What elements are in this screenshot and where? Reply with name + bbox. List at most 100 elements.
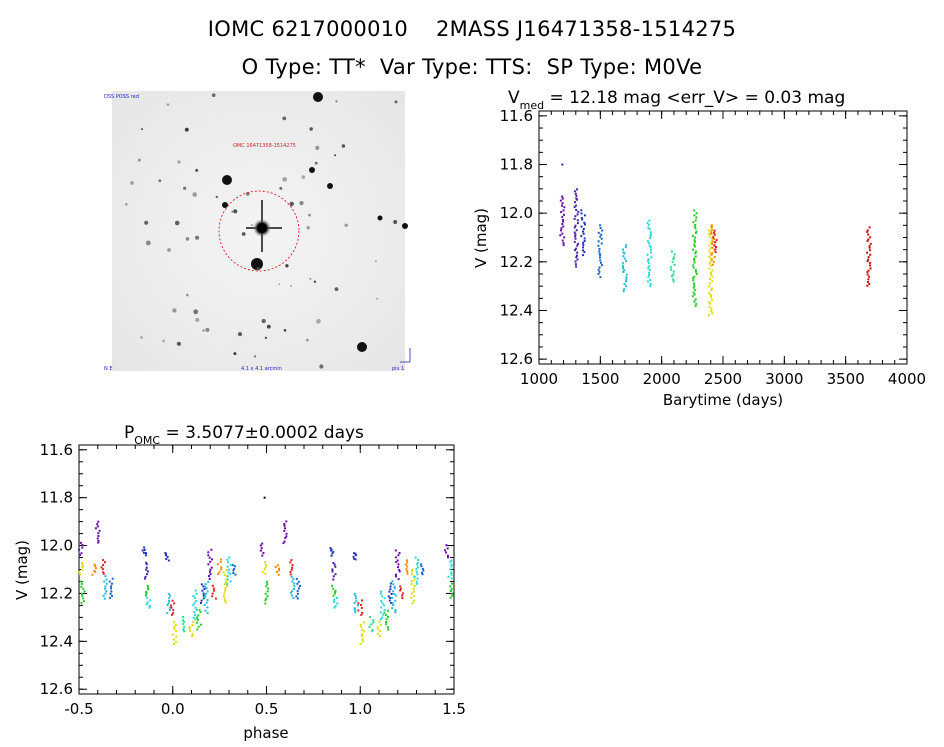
phaseplot-point-group [282,520,288,545]
phaseplot-point [197,618,199,621]
lightcurve-point [563,213,565,216]
lightcurve-point [600,237,603,240]
phaseplot-point [385,618,388,621]
lightcurve-point [561,239,564,242]
lightcurve-point [694,227,697,230]
background-star [166,103,170,106]
object-identifier-title: IOMC 6217000010 2MASS J16471358-1514275 [207,17,737,41]
phaseplot-point [289,591,292,594]
lightcurve-ytick-label: 12.6 [500,350,533,368]
phaseplot-point [172,609,175,612]
phaseplot-point [94,565,96,568]
phaseplot-point [223,599,226,602]
phaseplot-point-group [383,609,390,631]
lightcurve-point [693,261,696,264]
phaseplot-point [387,615,389,618]
phaseplot-point [397,563,400,566]
lightcurve-point [574,260,577,263]
phaseplot-title-rest: = 3.5077±0.0002 days [160,423,364,443]
lightcurve-xtick-label: 2500 [704,370,742,388]
phaseplot-point [195,592,198,595]
lightcurve-point [650,248,652,251]
phaseplot-point-group [274,564,281,576]
image-label-bottom-right: pix 1 [392,366,404,372]
phaseplot-point [226,585,228,587]
background-star [314,161,318,165]
phaseplot-point [192,616,195,619]
lightcurve-point [692,221,695,224]
lightcurve-point [561,223,564,225]
phaseplot-point [174,640,177,643]
phaseplot-point-group [449,582,454,599]
phaseplot-point [211,558,213,561]
phaseplot-point [355,600,358,603]
background-star [394,100,398,104]
lightcurve-point [576,198,579,201]
phaseplot-point [109,592,112,595]
phaseplot-point [379,635,382,638]
phaseplot-point [202,594,205,597]
lightcurve-point [869,253,872,256]
lightcurve-point [708,301,711,304]
phaseplot-point [451,582,453,585]
phaseplot-point [295,595,298,598]
phaseplot-point-group [216,558,223,575]
lightcurve-point [560,229,562,232]
phaseplot-ytick-label: 12.4 [40,632,73,650]
phaseplot-point [399,585,402,588]
phaseplot-point [83,600,85,603]
phaseplot-point [202,585,205,588]
phaseplot-point-group [196,609,202,631]
phaseplot-point-group [222,569,229,604]
background-star [222,202,228,208]
phaseplot-point [383,597,386,600]
lightcurve-point [694,270,697,273]
lightcurve-point [598,256,601,259]
phaseplot-point [188,627,191,630]
lightcurve-point [693,259,696,262]
phaseplot-point [209,570,211,573]
lightcurve-point [646,240,649,243]
phaseplot-point [170,606,173,609]
phaseplot-point [331,568,334,571]
phaseplot-point [283,523,286,525]
phaseplot-point [372,619,375,622]
background-star [185,237,190,241]
phaseplot-point-group [143,561,149,580]
phaseplot-point [261,571,264,574]
phaseplot-point [96,537,99,540]
phaseplot-point [383,611,386,614]
lightcurve-point [693,245,696,248]
background-star [278,283,281,286]
background-star [141,128,143,131]
phaseplot-point [368,625,371,628]
background-star [253,355,257,358]
lightcurve-ytick-label: 12.2 [500,253,533,271]
lightcurve-point [867,269,870,272]
phaseplot-point [104,561,106,564]
background-star [215,195,218,199]
phaseplot-point [422,569,425,572]
lightcurve-point [715,239,718,242]
lightcurve-point [712,240,715,243]
lightcurve-point [560,227,563,230]
phaseplot-point [145,603,148,606]
phaseplot-point [198,609,201,612]
phaseplot-title-subscript: OMC [134,434,160,447]
phaseplot-point [449,596,452,599]
sky-image-stars [124,92,408,369]
lightcurve-point [867,256,870,259]
lightcurve-point [580,212,583,215]
phaseplot-point [410,583,413,586]
phaseplot-point [111,577,114,580]
lightcurve-point [695,273,698,275]
lightcurve-point [710,307,713,310]
lightcurve-point [695,302,698,305]
phaseplot-point [164,552,167,554]
phaseplot-point [193,611,196,614]
lightcurve-point [574,224,577,227]
lightcurve-point [647,265,650,268]
phaseplot-point [388,599,391,602]
lightcurve-point [577,210,580,213]
phaseplot-point [415,568,418,571]
